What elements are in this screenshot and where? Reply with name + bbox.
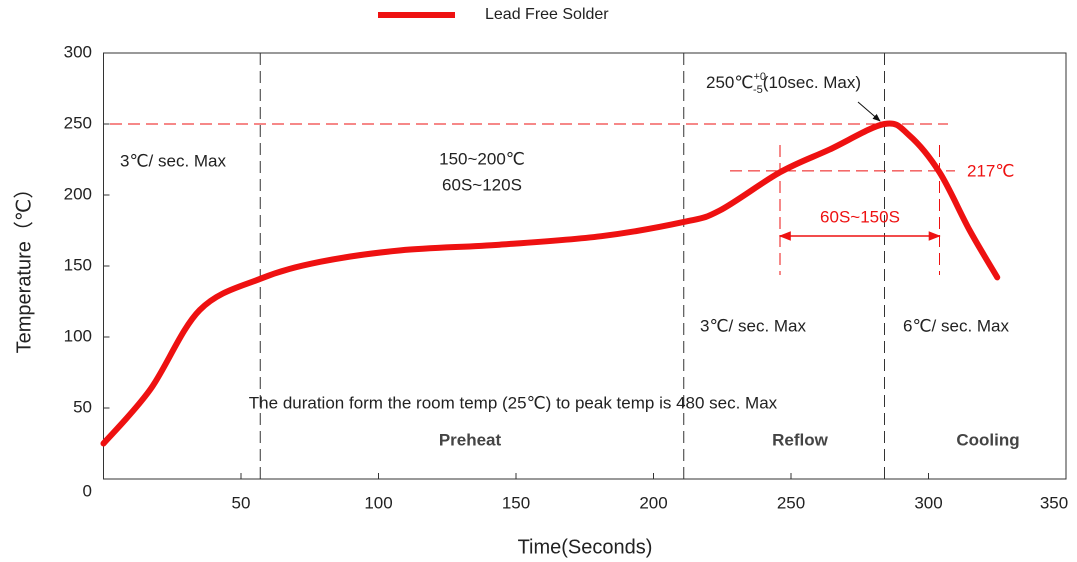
y-tick-label: 0 bbox=[83, 481, 92, 500]
annotation: The duration form the room temp (25℃) to… bbox=[249, 393, 778, 412]
x-tick-label: 100 bbox=[364, 493, 392, 512]
annotation: 150~200℃ bbox=[439, 149, 525, 168]
y-tick-label: 50 bbox=[73, 397, 92, 416]
y-tick-label: 100 bbox=[64, 326, 92, 345]
peak-tolerance-minus: -5 bbox=[753, 84, 763, 96]
y-tick-label: 250 bbox=[64, 113, 92, 132]
peak-pointer bbox=[858, 102, 880, 121]
x-tick-label: 200 bbox=[639, 493, 667, 512]
y-tick-label: 300 bbox=[64, 42, 92, 61]
x-tick-label: 250 bbox=[777, 493, 805, 512]
annotation: 6℃/ sec. Max bbox=[903, 316, 1010, 335]
y-tick-label: 200 bbox=[64, 184, 92, 203]
chart: Time(Seconds) Temperature（℃） 0 50 100 150 20… bbox=[0, 0, 1077, 562]
annotation: Reflow bbox=[772, 430, 829, 449]
y-tick-label: 150 bbox=[64, 255, 92, 274]
y-axis-label: Temperature（℃） bbox=[12, 179, 35, 354]
x-tick-label: 50 bbox=[232, 493, 251, 512]
annotation: 60S~150S bbox=[820, 207, 900, 226]
x-axis-label: Time(Seconds) bbox=[518, 536, 653, 558]
peak-tail: (10sec. Max) bbox=[763, 73, 861, 92]
annotation: 3℃/ sec. Max bbox=[120, 151, 227, 170]
annotation: 217℃ bbox=[967, 161, 1014, 180]
plot-frame bbox=[104, 53, 1067, 479]
legend-label: Lead Free Solder bbox=[485, 6, 609, 23]
x-tick-label: 350 bbox=[1040, 493, 1068, 512]
annotation: Preheat bbox=[439, 430, 502, 449]
peak-temp: 250℃ bbox=[706, 73, 753, 92]
x-tick-label: 300 bbox=[914, 493, 942, 512]
annotation: Cooling bbox=[956, 430, 1019, 449]
x-tick-label: 150 bbox=[502, 493, 530, 512]
peak-label: 250℃+0-5(10sec. Max) bbox=[706, 71, 861, 96]
annotation: 60S~120S bbox=[442, 175, 522, 194]
annotation: 3℃/ sec. Max bbox=[700, 316, 807, 335]
